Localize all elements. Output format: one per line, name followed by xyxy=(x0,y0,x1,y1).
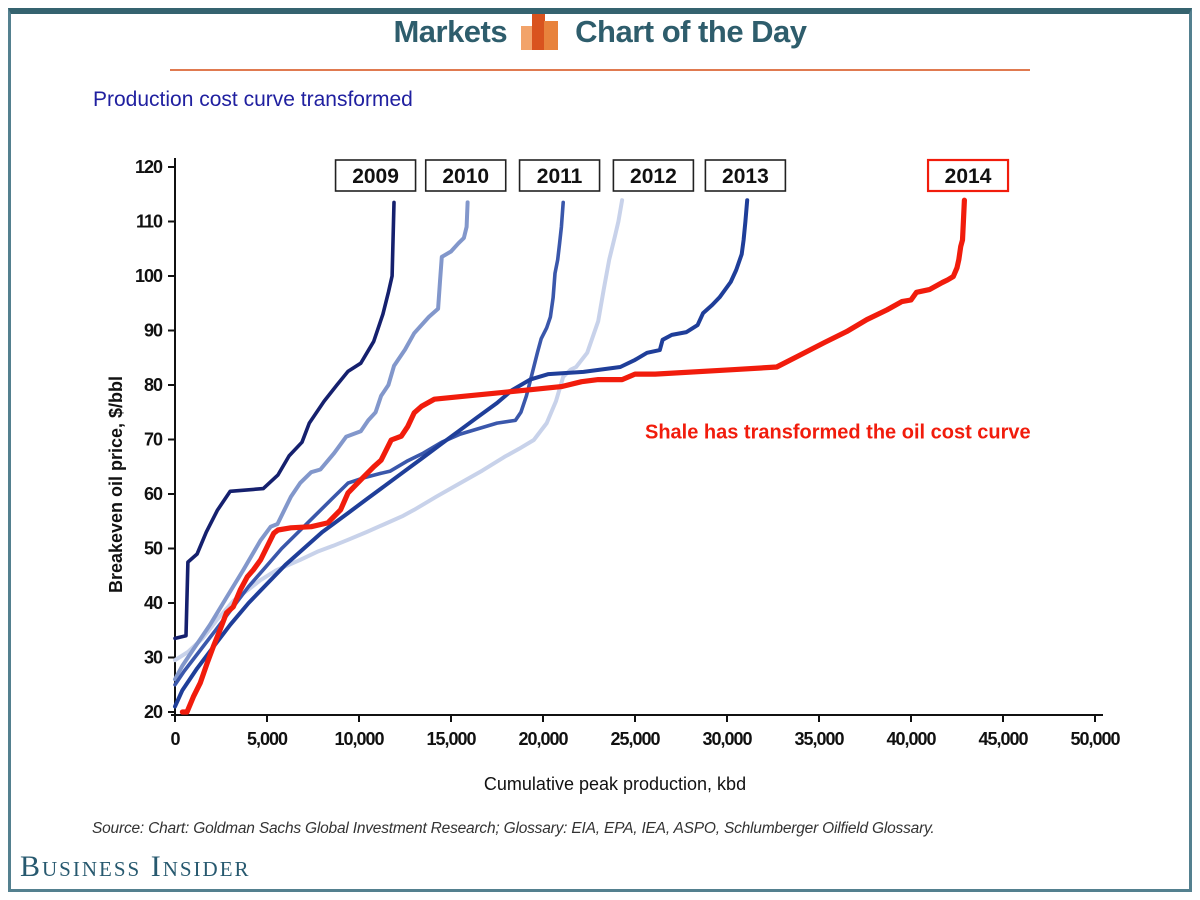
x-tick-label: 5,000 xyxy=(247,729,288,749)
y-tick-label: 50 xyxy=(144,539,163,559)
x-tick-label: 0 xyxy=(170,729,180,749)
year-box-label-2011: 2011 xyxy=(537,165,583,188)
business-insider-logo: Business Insider xyxy=(20,850,251,883)
x-tick-label: 35,000 xyxy=(794,729,844,749)
year-box-2010 xyxy=(424,159,507,192)
curve-2009 xyxy=(173,200,396,641)
curve-2014 xyxy=(179,197,968,715)
y-tick-label: 80 xyxy=(144,375,163,395)
x-tick-label: 50,000 xyxy=(1070,729,1120,749)
y-tick-label: 70 xyxy=(144,430,163,450)
y-tick-label: 90 xyxy=(144,321,163,341)
year-box-2012 xyxy=(612,159,695,192)
shale-annotation: Shale has transformed the oil cost curve xyxy=(645,422,1031,444)
year-box-label-2009: 2009 xyxy=(352,165,399,188)
curve-2010 xyxy=(173,200,470,682)
year-box-label-2013: 2013 xyxy=(722,165,769,188)
x-tick-label: 45,000 xyxy=(978,729,1028,749)
curve-2011 xyxy=(173,200,566,687)
page-frame xyxy=(8,8,1192,892)
icon-bar-left xyxy=(521,26,536,50)
curve-2013 xyxy=(173,198,750,709)
year-box-2014 xyxy=(926,158,1010,193)
y-tick-label: 120 xyxy=(135,157,163,177)
y-tick-label: 110 xyxy=(136,212,163,232)
x-tick-label: 25,000 xyxy=(610,729,660,749)
year-box-label-2012: 2012 xyxy=(630,165,677,188)
year-box-2011 xyxy=(518,159,601,192)
x-tick-label: 30,000 xyxy=(702,729,752,749)
x-tick-label: 10,000 xyxy=(334,729,384,749)
header: Markets Chart of the Day xyxy=(0,14,1200,50)
x-tick-label: 40,000 xyxy=(886,729,936,749)
x-tick-label: 15,000 xyxy=(426,729,476,749)
icon-bar-mid xyxy=(532,14,546,50)
bar-chart-icon xyxy=(521,14,561,50)
y-tick-label: 20 xyxy=(144,702,163,722)
y-tick-label: 100 xyxy=(135,266,163,286)
icon-bar-right xyxy=(544,21,559,50)
y-axis-title: Breakeven oil price, $/bbl xyxy=(106,376,126,593)
y-tick-label: 40 xyxy=(144,593,163,613)
y-tick-label: 30 xyxy=(144,648,163,668)
year-box-2013 xyxy=(704,159,787,192)
x-axis-title: Cumulative peak production, kbd xyxy=(484,774,746,794)
year-box-2009 xyxy=(334,159,417,192)
source-text: Source: Chart: Goldman Sachs Global Inve… xyxy=(92,820,935,837)
year-box-label-2014: 2014 xyxy=(945,165,992,188)
chart-title: Production cost curve transformed xyxy=(93,88,413,111)
x-tick-label: 20,000 xyxy=(518,729,568,749)
y-tick-label: 60 xyxy=(144,484,163,504)
brand-markets: Markets xyxy=(393,14,508,49)
header-divider xyxy=(170,69,1030,71)
header-title: Chart of the Day xyxy=(575,14,807,49)
curve-2012 xyxy=(173,198,625,663)
year-box-label-2010: 2010 xyxy=(442,165,489,188)
